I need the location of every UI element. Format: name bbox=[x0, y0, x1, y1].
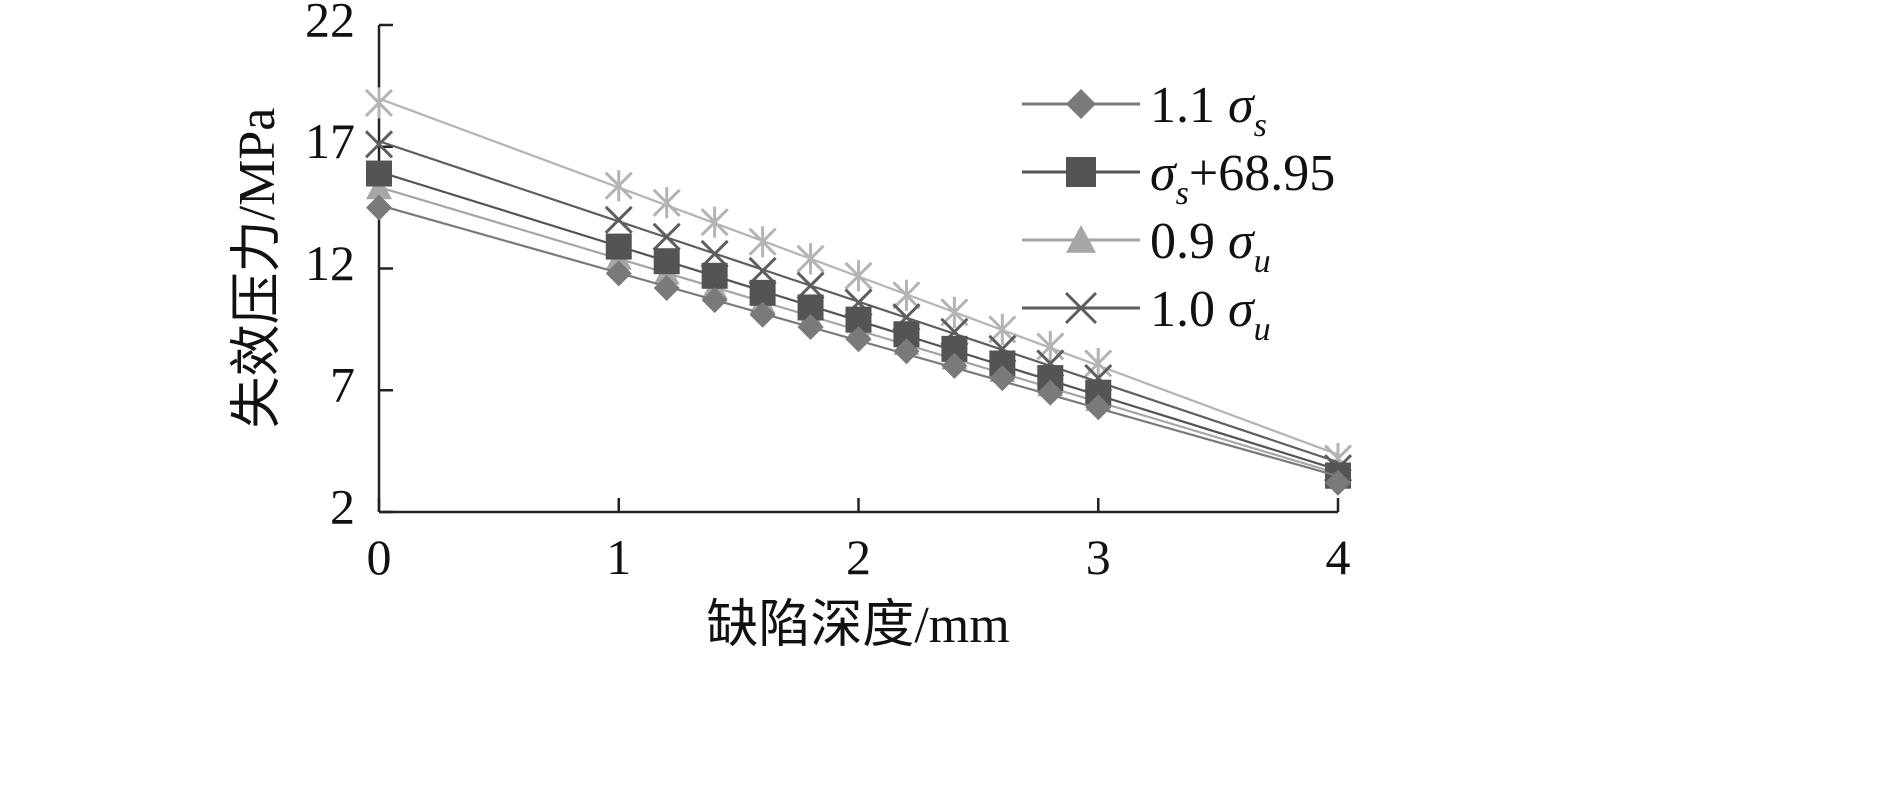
legend-label-pre: 0.9 bbox=[1150, 213, 1228, 270]
x-tick-label: 2 bbox=[846, 529, 871, 585]
legend-marker bbox=[1066, 89, 1096, 119]
data-point bbox=[1084, 347, 1113, 380]
legend-label-sym: σ bbox=[1228, 77, 1256, 134]
data-point bbox=[1037, 379, 1064, 406]
data-point bbox=[797, 313, 824, 340]
data-point bbox=[892, 279, 921, 311]
data-point bbox=[893, 338, 920, 365]
data-point bbox=[940, 296, 969, 328]
data-point bbox=[941, 352, 968, 379]
data-point bbox=[701, 262, 728, 289]
x-tick-label: 0 bbox=[367, 529, 392, 585]
y-axis-title: 失效压力/MPa bbox=[229, 108, 286, 429]
series bbox=[364, 87, 1353, 496]
x-tick-label: 3 bbox=[1086, 529, 1111, 585]
data-point bbox=[701, 287, 728, 314]
data-point bbox=[605, 260, 632, 287]
data-point bbox=[366, 175, 392, 200]
data-point bbox=[845, 326, 872, 353]
data-point bbox=[366, 194, 392, 221]
series-4 bbox=[364, 130, 1353, 483]
legend-label-post: +68.95 bbox=[1189, 145, 1335, 202]
y-tick-label: 22 bbox=[305, 0, 355, 47]
legend-label: σs+68.95 bbox=[1150, 145, 1335, 212]
legend-item: 1.1 σs bbox=[1022, 77, 1267, 144]
data-point bbox=[748, 226, 777, 258]
data-point bbox=[604, 170, 633, 202]
data-point bbox=[605, 233, 632, 260]
legend-label-sym: σ bbox=[1228, 213, 1256, 270]
legend-marker bbox=[1066, 157, 1096, 187]
legend-label-sub: u bbox=[1254, 311, 1271, 348]
data-point bbox=[1036, 330, 1065, 363]
data-point bbox=[796, 271, 825, 300]
x-tick-label: 1 bbox=[606, 529, 631, 585]
data-point bbox=[749, 279, 776, 306]
data-point bbox=[796, 243, 825, 275]
legend-label-pre: 1.1 bbox=[1150, 77, 1228, 134]
data-point bbox=[653, 248, 680, 275]
data-point bbox=[364, 130, 394, 159]
x-axis-title: 缺陷深度/mm bbox=[706, 597, 1009, 654]
data-point bbox=[700, 239, 729, 268]
series-5 bbox=[364, 87, 1353, 475]
y-tick-label: 2 bbox=[330, 478, 355, 534]
legend-item: 1.0 σu bbox=[1022, 281, 1271, 348]
data-point bbox=[1325, 469, 1351, 496]
series-1 bbox=[366, 194, 1351, 496]
legend-label: 1.1 σs bbox=[1150, 77, 1267, 144]
legend-item: 0.9 σu bbox=[1022, 213, 1271, 280]
legend-marker bbox=[1064, 291, 1098, 325]
legend-label-sym: σ bbox=[1228, 281, 1256, 338]
legend-label-sub: s bbox=[1254, 107, 1267, 144]
data-point bbox=[844, 260, 873, 292]
y-tick-label: 7 bbox=[330, 357, 355, 413]
data-point bbox=[749, 301, 776, 328]
data-point bbox=[748, 256, 777, 285]
data-point bbox=[366, 160, 392, 187]
data-point bbox=[989, 365, 1016, 392]
legend-label: 1.0 σu bbox=[1150, 281, 1271, 348]
data-point bbox=[652, 187, 681, 219]
y-tick-label: 17 bbox=[305, 113, 355, 169]
legend-label-sym: σ bbox=[1150, 145, 1178, 202]
data-point bbox=[652, 222, 681, 251]
data-point bbox=[700, 206, 729, 238]
x-tick-label: 4 bbox=[1326, 529, 1351, 585]
legend-item: σs+68.95 bbox=[1022, 145, 1335, 212]
data-point bbox=[653, 274, 680, 301]
legend-label: 0.9 σu bbox=[1150, 213, 1271, 280]
legend-label-sub: s bbox=[1176, 175, 1189, 212]
data-point bbox=[988, 313, 1017, 345]
data-point bbox=[604, 205, 633, 234]
legend-marker bbox=[1066, 225, 1096, 253]
data-point bbox=[364, 87, 394, 119]
legend-label-sub: u bbox=[1254, 243, 1271, 280]
legend-label-pre: 1.0 bbox=[1150, 281, 1228, 338]
data-point bbox=[1085, 394, 1112, 421]
y-tick-label: 12 bbox=[305, 235, 355, 291]
